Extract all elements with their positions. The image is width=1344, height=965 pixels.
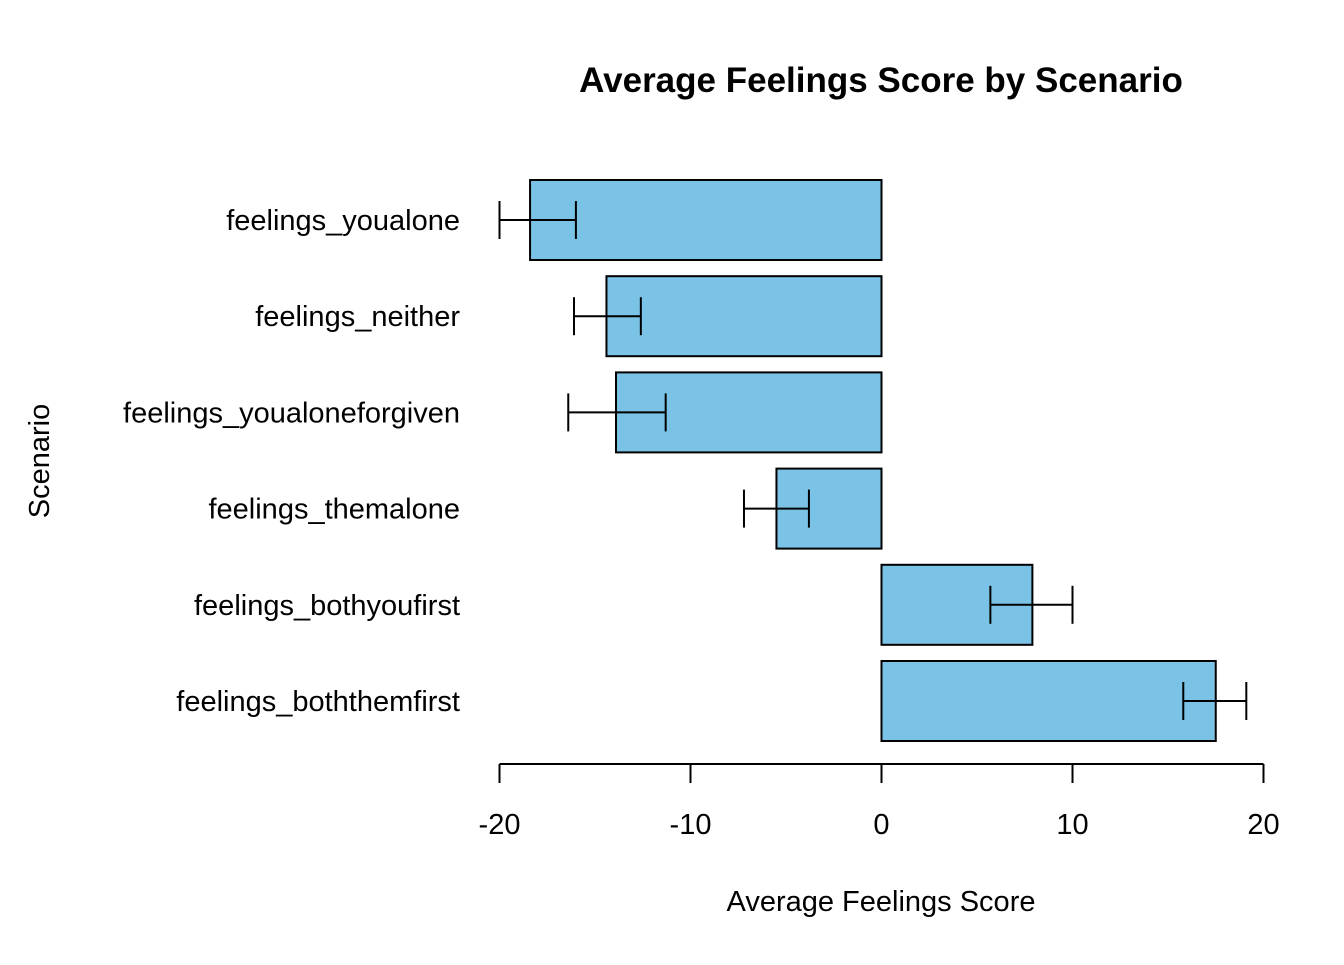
- x-axis: -20 -10 0 10 20: [479, 763, 1280, 841]
- error-bar-feelings_youaloneforgiven: [567, 393, 667, 432]
- error-bar-feelings_neither: [572, 297, 642, 336]
- category-label: feelings_boththemfirst: [176, 686, 460, 718]
- error-bar-feelings_youalone: [498, 201, 577, 239]
- x-tick-label: 20: [1247, 809, 1279, 841]
- error-bar-feelings_boththemfirst: [1182, 682, 1248, 720]
- y-axis-label: Scenario: [24, 404, 56, 518]
- category-label: feelings_themalone: [208, 494, 460, 526]
- bar-feelings_boththemfirst: [880, 660, 1217, 742]
- bar-feelings_youalone: [529, 179, 883, 261]
- x-tick-label: 0: [873, 809, 889, 841]
- bars-layer: [529, 179, 1217, 742]
- error-bars-layer: [498, 201, 1248, 720]
- x-tick-label: -20: [479, 809, 521, 841]
- category-label: feelings_neither: [255, 301, 460, 333]
- chart-title: Average Feelings Score by Scenario: [579, 61, 1183, 100]
- error-bar-feelings_themalone: [742, 489, 810, 528]
- category-label: feelings_youalone: [226, 205, 460, 237]
- category-label: feelings_youaloneforgiven: [123, 397, 460, 429]
- x-tick-label: -10: [670, 809, 712, 841]
- x-axis-label: Average Feelings Score: [727, 886, 1036, 918]
- category-labels: feelings_youalone feelings_neitherfeeling…: [123, 205, 460, 718]
- category-label: feelings_bothyoufirst: [194, 590, 460, 622]
- error-bar-feelings_bothyoufirst: [989, 585, 1074, 624]
- bar-feelings_neither: [605, 275, 883, 358]
- x-tick-label: 10: [1056, 809, 1088, 841]
